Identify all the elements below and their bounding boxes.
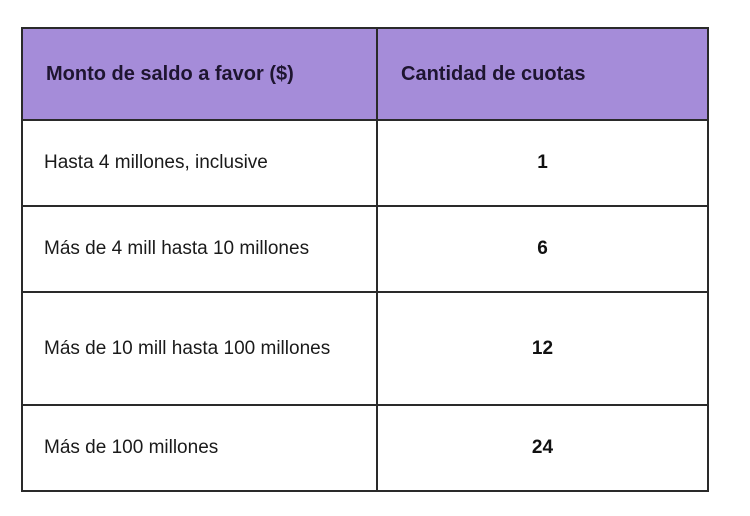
amount-cell: Hasta 4 millones, inclusive [21,119,378,207]
quotas-cell: 12 [376,291,709,406]
amount-cell: Más de 4 mill hasta 10 millones [21,205,378,293]
amount-cell: Más de 100 millones [21,404,378,492]
quotas-cell: 1 [376,119,709,207]
table-row: Más de 100 millones 24 [21,404,709,492]
table-header-row: Monto de saldo a favor ($) Cantidad de c… [21,27,709,121]
column-header-quotas: Cantidad de cuotas [376,27,709,121]
table-row: Más de 10 mill hasta 100 millones 12 [21,291,709,406]
table-row: Más de 4 mill hasta 10 millones 6 [21,205,709,293]
column-header-amount: Monto de saldo a favor ($) [21,27,378,121]
quotas-cell: 6 [376,205,709,293]
quotas-cell: 24 [376,404,709,492]
installments-table: Monto de saldo a favor ($) Cantidad de c… [21,27,709,492]
amount-cell: Más de 10 mill hasta 100 millones [21,291,378,406]
table-row: Hasta 4 millones, inclusive 1 [21,119,709,207]
